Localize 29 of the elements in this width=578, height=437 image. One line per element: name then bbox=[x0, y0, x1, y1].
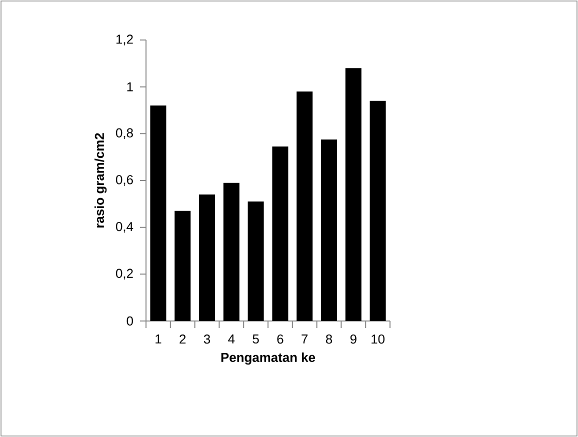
x-axis-title: Pengamatan ke bbox=[221, 352, 316, 365]
bar bbox=[248, 202, 264, 321]
x-tick-label: 3 bbox=[204, 334, 210, 344]
bar bbox=[296, 92, 313, 321]
x-tick-label: 6 bbox=[277, 334, 284, 344]
x-tick-label: 1 bbox=[156, 334, 162, 344]
y-tick-label: 1,2 bbox=[116, 34, 133, 46]
y-tick-label: 0,8 bbox=[116, 128, 133, 139]
y-tick-label: 0,2 bbox=[116, 268, 133, 280]
x-tick-label: 4 bbox=[228, 334, 235, 344]
y-tick-label: 0,4 bbox=[116, 222, 134, 233]
x-tick-label: 5 bbox=[252, 334, 259, 344]
bar bbox=[345, 68, 362, 321]
bar bbox=[321, 140, 338, 321]
bar bbox=[199, 194, 216, 321]
y-tick-label: 0,6 bbox=[116, 175, 133, 186]
x-tick-label: 8 bbox=[326, 334, 332, 344]
x-tick-label: 9 bbox=[350, 334, 356, 344]
bar bbox=[223, 182, 240, 321]
x-tick-label: 7 bbox=[302, 334, 308, 344]
bar bbox=[272, 146, 288, 321]
bar bbox=[370, 100, 386, 321]
x-tick-label: 2 bbox=[180, 334, 186, 344]
y-axis-title: rasio gram/cm2 bbox=[94, 133, 107, 228]
y-tick-label: 1 bbox=[127, 82, 133, 92]
y-tick-label: 0 bbox=[126, 316, 133, 326]
bar bbox=[174, 210, 191, 321]
x-tick-label: 10 bbox=[372, 334, 385, 344]
bar bbox=[150, 106, 166, 321]
